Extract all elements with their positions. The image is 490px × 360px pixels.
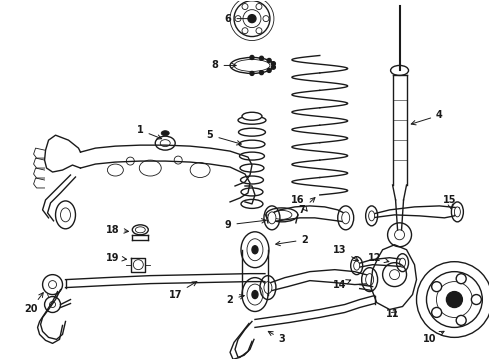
Circle shape [250,55,254,59]
Circle shape [256,28,262,34]
Circle shape [390,270,399,280]
Text: 2: 2 [276,235,308,246]
Circle shape [432,282,441,292]
Ellipse shape [354,261,360,270]
Ellipse shape [454,207,461,217]
Ellipse shape [268,212,276,224]
Text: 4: 4 [411,110,443,125]
Text: 14: 14 [333,280,351,289]
Text: 6: 6 [225,14,254,24]
Circle shape [49,302,55,307]
Circle shape [456,315,466,325]
Ellipse shape [366,274,374,285]
Ellipse shape [252,291,258,298]
Ellipse shape [247,239,263,261]
Circle shape [271,65,275,69]
Text: 15: 15 [442,195,456,209]
Circle shape [267,68,271,72]
Circle shape [133,260,143,270]
Ellipse shape [399,258,406,267]
Circle shape [432,307,441,318]
Circle shape [260,56,264,60]
Text: 12: 12 [368,253,389,263]
Text: 3: 3 [268,331,285,345]
Text: 20: 20 [24,293,43,315]
Circle shape [416,262,490,337]
Text: 5: 5 [207,130,241,145]
Circle shape [267,58,271,63]
Circle shape [263,15,269,22]
Circle shape [456,274,466,284]
Ellipse shape [161,131,169,136]
Ellipse shape [342,212,350,224]
Circle shape [248,15,256,23]
Text: 2: 2 [227,294,245,305]
Text: 10: 10 [423,331,444,345]
Text: 1: 1 [137,125,162,139]
Circle shape [49,280,56,289]
Ellipse shape [247,284,263,305]
Ellipse shape [241,199,263,208]
Ellipse shape [135,227,145,233]
Text: 11: 11 [386,310,399,319]
Text: 13: 13 [333,245,358,261]
Ellipse shape [368,211,375,221]
Text: 17: 17 [169,282,197,300]
Circle shape [242,4,248,9]
Ellipse shape [391,66,409,75]
Text: 19: 19 [106,253,126,263]
Text: 9: 9 [225,219,266,230]
Circle shape [260,71,264,75]
Text: 16: 16 [291,195,307,211]
Circle shape [271,62,275,66]
Text: 18: 18 [105,225,128,235]
Ellipse shape [252,246,258,254]
Circle shape [250,71,254,75]
Circle shape [256,4,262,9]
Ellipse shape [272,210,292,219]
Circle shape [446,292,463,307]
Ellipse shape [61,208,71,222]
Circle shape [235,15,241,22]
Ellipse shape [264,282,272,293]
Ellipse shape [160,140,170,147]
Text: 7: 7 [298,198,315,215]
Text: 8: 8 [212,60,236,71]
Circle shape [471,294,481,305]
Circle shape [242,28,248,34]
Ellipse shape [242,112,262,120]
